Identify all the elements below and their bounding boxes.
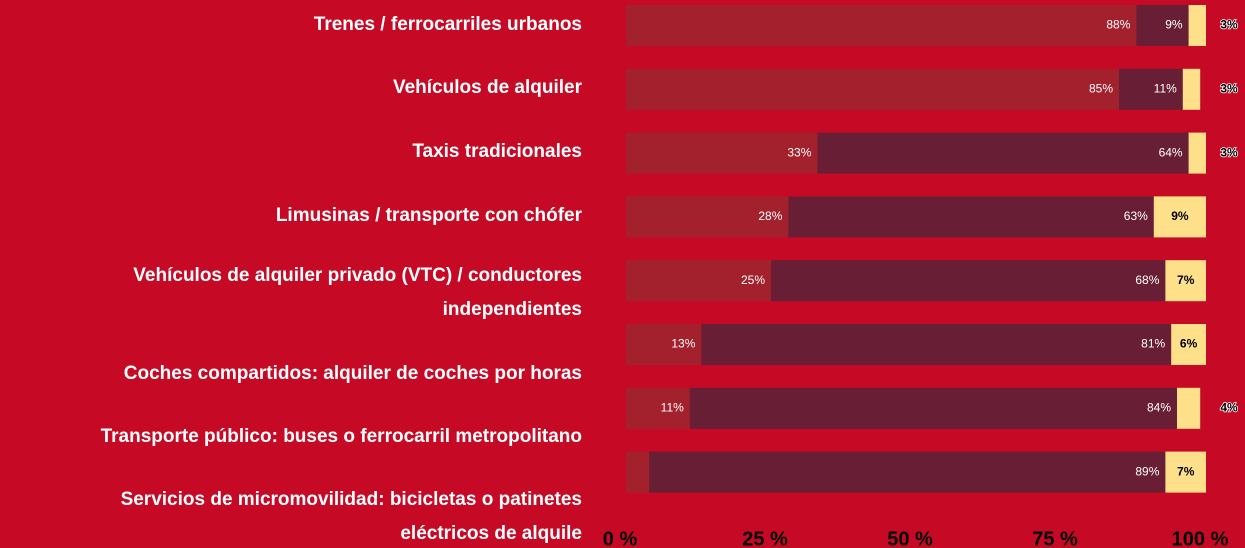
value-label: 28% <box>758 209 782 223</box>
bar-segment <box>649 451 1166 493</box>
bar-segment <box>626 5 1137 46</box>
value-label: 81% <box>1141 337 1165 351</box>
value-label: 6% <box>1180 337 1198 351</box>
category-label: Vehículos de alquiler privado (VTC) / co… <box>133 265 582 286</box>
bar-segment <box>1165 451 1206 493</box>
value-label: 11% <box>661 400 684 414</box>
category-label: Trenes / ferrocarriles urbanos <box>314 14 582 35</box>
bar-segment <box>1177 387 1201 429</box>
bar-segment <box>626 260 771 302</box>
value-label: 25% <box>741 273 765 287</box>
bar-segment <box>788 196 1154 238</box>
category-label: Coches compartidos: alquiler de coches p… <box>124 363 582 384</box>
value-label: 13% <box>671 337 695 351</box>
bar-segment <box>626 68 1119 110</box>
bar-segment <box>1136 5 1189 46</box>
category-label: eléctricos de alquile <box>400 523 582 544</box>
category-label: Transporte público: buses o ferrocarril … <box>101 426 582 447</box>
x-tick-label: 50 % <box>887 528 933 548</box>
bar-segment <box>689 387 1177 429</box>
value-label: 9% <box>1171 209 1189 223</box>
bar-segment <box>1188 132 1206 174</box>
x-tick-label: 100 % <box>1172 528 1229 548</box>
category-label: Limusinas / transporte con chófer <box>276 205 583 226</box>
bar-segment <box>626 196 789 238</box>
value-label: 7% <box>1177 464 1195 478</box>
value-label: 88% <box>1106 18 1130 32</box>
bar-segment <box>771 260 1166 302</box>
value-label: 68% <box>1135 273 1159 287</box>
category-label: Vehículos de alquiler <box>393 77 583 98</box>
bar-segment <box>817 132 1189 174</box>
bar-segment <box>626 451 650 493</box>
category-label: independientes <box>443 299 582 320</box>
value-label: 4% <box>1220 400 1238 414</box>
bar-segment <box>626 132 818 174</box>
value-label: 89% <box>1135 464 1159 478</box>
bar-segment <box>1182 68 1201 110</box>
bar-segment <box>1165 260 1206 302</box>
bar-segment <box>626 324 702 365</box>
value-label: 9% <box>1165 18 1183 32</box>
value-label: 33% <box>787 145 811 159</box>
bar-segment <box>1171 324 1206 365</box>
bar-segment <box>1188 5 1206 46</box>
value-label: 63% <box>1124 209 1148 223</box>
value-label: 7% <box>1177 273 1195 287</box>
x-tick-label: 0 % <box>603 528 638 548</box>
value-label: 3% <box>1220 81 1238 95</box>
category-label: Taxis tradicionales <box>412 141 582 162</box>
bar-segment <box>1153 196 1206 238</box>
x-tick-label: 25 % <box>742 528 788 548</box>
bar-segment <box>701 324 1172 365</box>
bar-segment <box>1119 68 1183 110</box>
value-label: 3% <box>1220 18 1238 32</box>
x-tick-label: 75 % <box>1032 528 1078 548</box>
value-label: 11% <box>1154 81 1177 95</box>
value-label: 3% <box>1220 145 1238 159</box>
value-label: 84% <box>1147 400 1171 414</box>
value-label: 85% <box>1089 81 1113 95</box>
category-label: Servicios de micromovilidad: bicicletas … <box>121 489 582 510</box>
value-label: 64% <box>1159 145 1183 159</box>
bar-segment <box>626 387 690 429</box>
